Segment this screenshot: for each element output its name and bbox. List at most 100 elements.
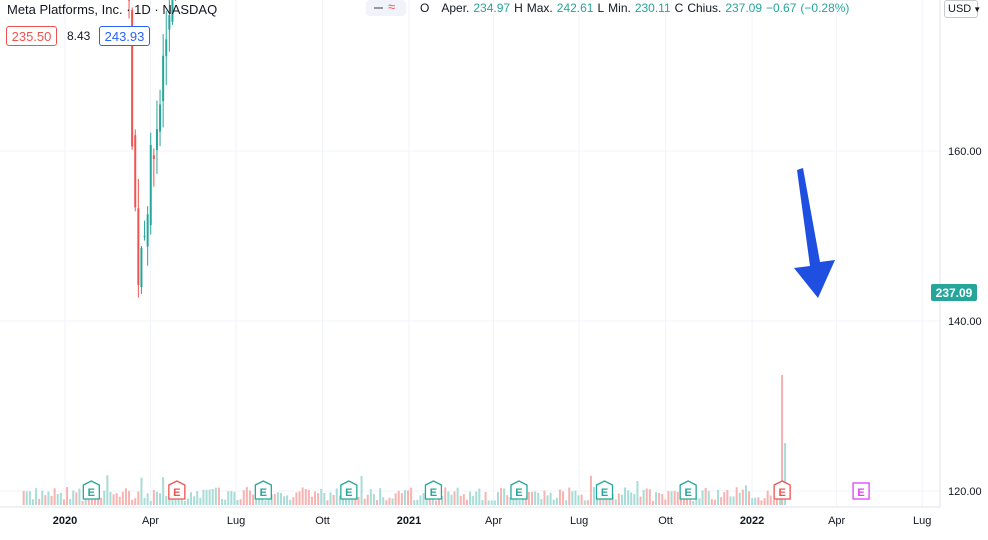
volume-bar xyxy=(165,495,168,505)
volume-bar xyxy=(140,477,143,505)
x-tick-label: Apr xyxy=(485,515,502,527)
volume-bar xyxy=(478,488,481,505)
earnings-marker[interactable]: E xyxy=(852,482,870,500)
x-tick-label: Apr xyxy=(142,515,159,527)
volume-bar xyxy=(252,494,255,505)
volume-bar xyxy=(549,492,552,505)
volume-bar xyxy=(112,494,115,505)
volume-bar xyxy=(159,493,162,505)
volume-bar xyxy=(264,500,267,505)
volume-bar xyxy=(72,490,75,505)
volume-bar xyxy=(673,491,676,505)
earnings-label: E xyxy=(778,487,785,499)
volume-bar xyxy=(317,493,320,505)
volume-bar xyxy=(47,491,50,505)
candle-body xyxy=(146,214,149,247)
volume-bar xyxy=(784,443,787,505)
indicator-toggle[interactable]: ≈ xyxy=(366,0,406,16)
high-label: H xyxy=(514,1,523,15)
volume-bar xyxy=(193,496,196,505)
x-tick-label: Apr xyxy=(828,515,845,527)
volume-bar xyxy=(676,491,679,505)
earnings-label: E xyxy=(684,487,691,499)
volume-bar xyxy=(66,487,69,505)
volume-bar xyxy=(701,490,704,505)
earnings-marker[interactable]: E xyxy=(82,480,100,500)
volume-bar xyxy=(589,475,592,505)
volume-bar xyxy=(555,497,558,505)
volume-bar xyxy=(599,495,602,505)
earnings-marker[interactable]: E xyxy=(424,480,443,500)
sell-price-box[interactable]: 235.50 xyxy=(6,26,57,46)
volume-bar xyxy=(233,491,236,505)
open-key: Aper. xyxy=(441,1,470,15)
earnings-marker[interactable]: E xyxy=(510,480,528,500)
volume-bar xyxy=(214,487,217,505)
volume-bar xyxy=(314,491,317,505)
volume-bar xyxy=(208,489,211,505)
volume-bar xyxy=(781,375,784,505)
volume-bar xyxy=(531,491,534,505)
volume-bar xyxy=(713,499,716,505)
currency-select[interactable]: USD ▼ xyxy=(944,0,981,18)
volume-bar xyxy=(298,491,301,505)
volume-bar xyxy=(270,494,273,505)
volume-bar xyxy=(202,489,205,505)
volume-bar xyxy=(717,489,720,505)
buy-price-box[interactable]: 243.93 xyxy=(99,26,150,46)
volume-bar xyxy=(310,496,313,505)
x-tick-label: 2021 xyxy=(397,515,421,527)
volume-bar xyxy=(751,498,754,505)
volume-bar xyxy=(450,494,453,505)
volume-bar xyxy=(121,491,124,505)
x-tick-label: Lug xyxy=(570,515,588,527)
volume-bar xyxy=(137,491,140,505)
price-axis[interactable]: 120.00140.00160.00180.00200.00220.00240.… xyxy=(939,0,982,507)
volume-bar xyxy=(323,493,326,505)
volume-bar xyxy=(245,487,248,505)
earnings-badge xyxy=(424,480,443,500)
volume-bar xyxy=(465,499,468,505)
volume-bar xyxy=(183,500,186,505)
volume-bar xyxy=(648,489,651,505)
earnings-marker[interactable]: E xyxy=(340,480,358,500)
volume-bar xyxy=(655,492,658,505)
x-tick-label: Ott xyxy=(658,515,673,527)
wave-icon[interactable]: ≈ xyxy=(388,0,396,14)
volume-bar xyxy=(53,488,56,505)
volume-bar xyxy=(583,500,586,505)
volume-bar xyxy=(326,500,329,505)
volume-bar xyxy=(574,490,577,505)
volume-bar xyxy=(304,489,307,505)
spread-value: 8.43 xyxy=(67,29,91,43)
volume-bar xyxy=(286,495,289,505)
volume-bar xyxy=(689,495,692,505)
volume-bar xyxy=(679,498,682,505)
x-tick-label: 2022 xyxy=(740,515,764,527)
y-tick-label: 160.00 xyxy=(948,146,982,158)
volume-bar xyxy=(744,485,747,505)
time-axis[interactable]: 2020 Apr Lug Ott 2021 Apr Lug Ott 2022 Apr Lug xyxy=(0,506,940,527)
earnings-marker[interactable]: E xyxy=(595,480,614,500)
earnings-marker[interactable]: E xyxy=(168,480,186,500)
volume-bar xyxy=(87,498,90,505)
volume-bar xyxy=(496,492,499,505)
volume-bar xyxy=(75,492,78,505)
earnings-marker[interactable]: E xyxy=(679,480,697,500)
volume-bar xyxy=(28,491,31,505)
volume-bar xyxy=(558,489,561,505)
volume-bar xyxy=(518,500,521,505)
change-percent: (−0.28%) xyxy=(800,1,850,15)
volume-bar xyxy=(419,495,422,505)
earnings-marker[interactable]: E xyxy=(254,480,272,500)
earnings-marker[interactable]: E xyxy=(773,480,791,500)
volume-bar xyxy=(723,492,726,505)
volume-bar xyxy=(624,487,627,505)
volume-bar xyxy=(273,494,276,505)
earnings-label: E xyxy=(601,487,608,499)
candle-body xyxy=(149,144,152,226)
earnings-badge xyxy=(82,480,100,500)
minus-icon[interactable] xyxy=(374,7,383,9)
volume-bar xyxy=(754,497,757,505)
